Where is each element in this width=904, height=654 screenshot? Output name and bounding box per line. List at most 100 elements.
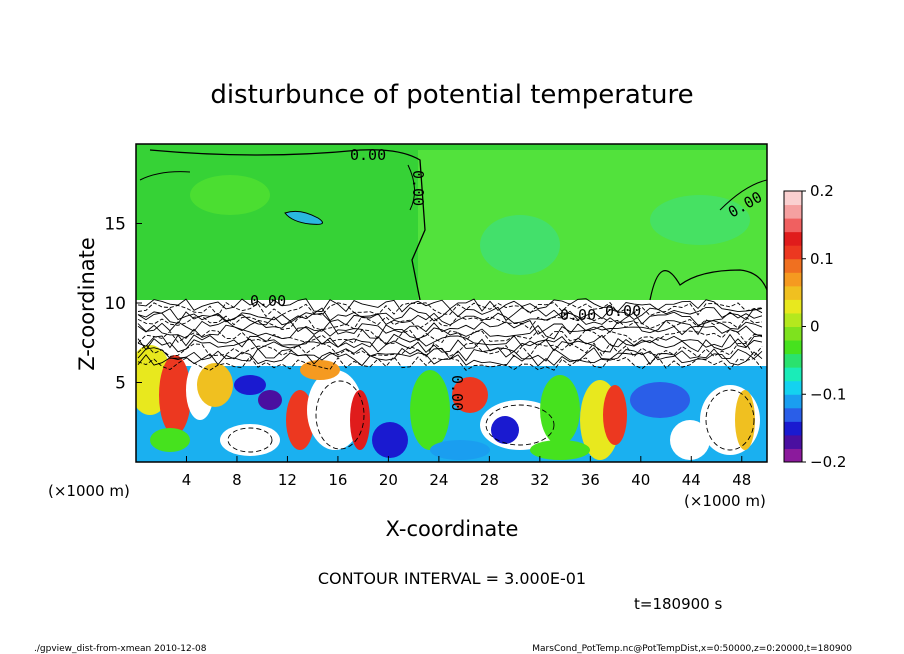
field-patch: [372, 422, 408, 458]
colorbar-tick-label: 0.2: [810, 182, 834, 200]
colorbar-segment: [784, 299, 802, 314]
x-tick-label: 12: [278, 471, 297, 489]
colorbar-segment: [784, 245, 802, 260]
field-patch: [197, 363, 233, 407]
contour-line: [227, 427, 273, 453]
x-tick-label: 4: [182, 471, 192, 489]
colorbar-tick-label: 0.1: [810, 250, 834, 268]
colorbar-segment: [784, 448, 802, 463]
field-patch: [300, 360, 340, 380]
footer-right: MarsCond_PotTemp.nc@PotTempDist,x=0:5000…: [532, 644, 852, 654]
y-tick-label: 15: [104, 215, 126, 235]
y-tick-label: 5: [115, 374, 126, 394]
x-tick-label: 8: [232, 471, 242, 489]
colorbar-segment: [784, 380, 802, 395]
field-patch: [258, 390, 282, 410]
x-tick-label: 40: [631, 471, 650, 489]
y-axis-label: Z-coordinate: [75, 237, 99, 371]
contour-interval-text: CONTOUR INTERVAL = 3.000E-01: [318, 569, 586, 588]
y-axis: 5 10 15: [104, 215, 142, 394]
colorbar-segment: [784, 204, 802, 219]
contour-line: [315, 380, 365, 450]
cool-patch: [190, 175, 270, 215]
field-patch: [735, 390, 755, 450]
colorbar-segment: [784, 434, 802, 449]
x-unit-left: (×1000 m): [48, 482, 130, 500]
field-patch: [491, 416, 519, 444]
contour-line: [137, 324, 763, 340]
colorbar-segment: [784, 285, 802, 300]
colorbar: 0.2 0.1 0 −0.1 −0.2: [783, 182, 846, 471]
x-tick-label: 48: [732, 471, 751, 489]
colorbar-segment: [784, 312, 802, 327]
field-patch: [670, 420, 710, 460]
field-patch: [530, 440, 590, 460]
colorbar-segment: [784, 367, 802, 382]
contour-line: [705, 389, 755, 451]
field-patch: [540, 375, 580, 445]
contour-label: 0.00: [605, 302, 641, 320]
cool-patch: [650, 195, 750, 245]
colorbar-segment: [784, 191, 802, 206]
x-tick-label: 24: [429, 471, 448, 489]
contour-line: [137, 351, 763, 367]
field-patch: [307, 370, 363, 450]
time-label: t=180900 s: [634, 595, 722, 613]
colorbar-tick-label: −0.2: [810, 453, 846, 471]
cool-patch: [480, 215, 560, 275]
field-patch: [350, 390, 370, 450]
chart-title: disturbunce of potential temperature: [210, 80, 693, 110]
contour-line: [137, 342, 763, 358]
contour-label: 0.00: [409, 170, 427, 206]
contour-line: [137, 301, 763, 318]
x-axis-label: X-coordinate: [386, 517, 519, 541]
field-patch: [603, 385, 627, 445]
field-patch: [410, 370, 450, 450]
x-unit-right: (×1000 m): [684, 492, 766, 510]
x-tick-label: 20: [379, 471, 398, 489]
y-tick-label: 10: [104, 294, 126, 314]
field-patch: [630, 382, 690, 418]
x-tick-label: 36: [581, 471, 600, 489]
colorbar-segment: [784, 231, 802, 246]
contour-line: [137, 337, 763, 353]
field-patch: [286, 390, 314, 450]
contour-line: [719, 179, 767, 211]
colorbar-segment: [784, 407, 802, 422]
contour-label: 0.00: [350, 146, 386, 164]
colorbar-segment: [784, 340, 802, 355]
contour-line: [137, 306, 763, 322]
x-tick-label: 28: [480, 471, 499, 489]
colorbar-segment: [784, 326, 802, 341]
contour-line: [137, 311, 763, 326]
contour-line: [137, 355, 763, 371]
field-patch: [234, 375, 266, 395]
colorbar-segment: [784, 421, 802, 436]
contour-label: 0.00: [448, 375, 466, 411]
contour-line: [137, 333, 763, 349]
contour-line: [485, 404, 555, 446]
x-tick-label: 44: [682, 471, 701, 489]
contour-line: [284, 210, 323, 225]
plot-area: [136, 144, 767, 462]
colorbar-segment: [784, 272, 802, 287]
x-tick-label: 32: [530, 471, 549, 489]
field-patch: [220, 424, 280, 456]
colorbar-segment: [784, 258, 802, 273]
colorbar-segment: [784, 218, 802, 233]
colorbar-segment: [784, 353, 802, 368]
x-axis: 4 8 12 16 20 24 28 32 36 40 44 48: [182, 456, 751, 489]
colorbar-tick-label: −0.1: [810, 385, 846, 403]
contour-line: [137, 319, 763, 336]
x-tick-label: 16: [328, 471, 347, 489]
field-patch: [452, 377, 488, 413]
colorbar-tick-label: 0: [810, 318, 820, 336]
contour-line: [137, 315, 763, 331]
contour-line: [149, 149, 426, 301]
contour-label: 0.00: [560, 306, 596, 324]
field-patch: [150, 428, 190, 452]
contour-line: [139, 171, 191, 181]
contour-line: [407, 164, 415, 211]
field-patch: [159, 355, 191, 435]
